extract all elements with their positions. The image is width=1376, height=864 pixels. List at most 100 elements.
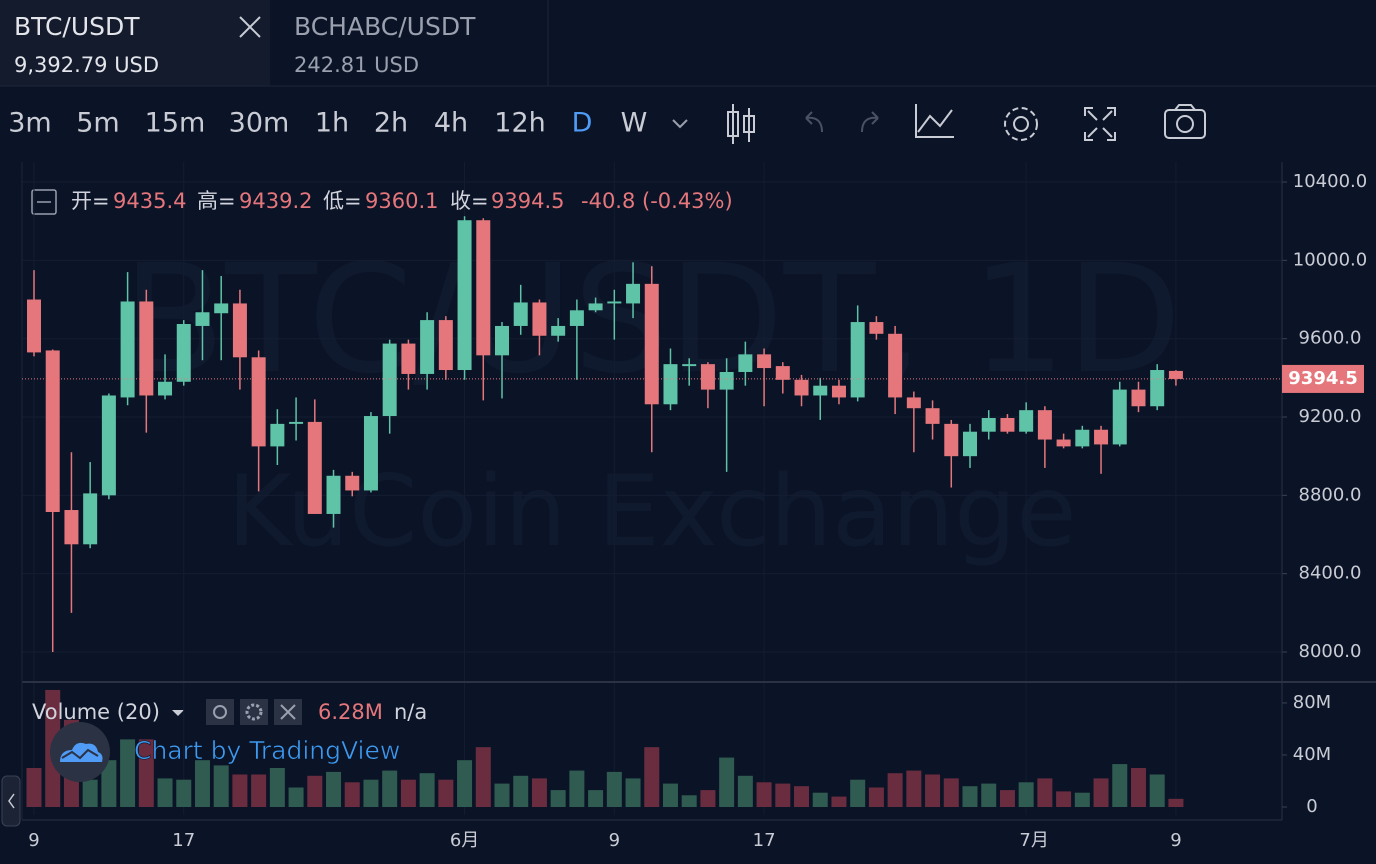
legend-label: 开=: [71, 189, 110, 213]
x-tick-label: 6月: [450, 830, 479, 851]
volume-bar: [101, 760, 117, 807]
legend-value: 9439.2: [239, 189, 312, 213]
candle-body: [401, 343, 416, 374]
interval-button[interactable]: W: [621, 108, 648, 139]
candle-body: [569, 310, 584, 326]
settings-button[interactable]: [1004, 107, 1038, 141]
candle-body: [495, 325, 509, 356]
volume-bar: [26, 767, 42, 807]
indicators-button[interactable]: [915, 104, 954, 138]
candle-body: [457, 220, 472, 371]
scroll-left[interactable]: [1, 775, 21, 827]
interval-button[interactable]: 1h: [315, 108, 349, 139]
interval-button[interactable]: 12h: [494, 108, 545, 139]
y-tick-label: 10000.0: [1293, 249, 1367, 270]
volume-bar: [775, 783, 791, 807]
volume-controls[interactable]: [206, 699, 302, 725]
interval-button[interactable]: D: [572, 108, 593, 139]
volume-bar: [213, 765, 229, 807]
volume-bar: [326, 771, 342, 807]
candle-body: [476, 220, 491, 356]
candle-body: [813, 385, 828, 396]
volume-title: Volume (20): [32, 700, 160, 724]
candle-body: [420, 320, 435, 374]
legend-label: 收=: [450, 189, 489, 213]
active-tab[interactable]: [0, 0, 270, 86]
volume-bar: [82, 779, 98, 807]
candle-body: [251, 357, 266, 447]
candle-body: [1000, 417, 1015, 432]
volume-bar: [719, 757, 735, 807]
interval-dropdown[interactable]: [672, 119, 688, 129]
candle-body: [850, 322, 865, 398]
candle-body: [101, 395, 116, 496]
legend-value: 9394.5: [491, 189, 564, 213]
legend-label: 高=: [197, 189, 236, 213]
volume-bar: [269, 767, 285, 807]
tradingview-logo-icon: [60, 742, 103, 762]
screenshot-button[interactable]: [1164, 104, 1206, 139]
volume-bar: [157, 778, 173, 807]
candle-body: [1075, 429, 1090, 447]
candle-body: [738, 354, 753, 372]
volume-bar: [419, 773, 435, 807]
candle-body: [176, 324, 191, 382]
legend-collapse[interactable]: [31, 189, 57, 215]
volume-bar: [606, 771, 622, 807]
volume-bar: [887, 773, 903, 807]
volume-bar: [1130, 767, 1146, 807]
interval-button[interactable]: 3m: [8, 108, 51, 139]
close-tab[interactable]: [239, 16, 261, 38]
tab-symbol[interactable]: BTC/USDT: [14, 12, 140, 41]
undo-redo[interactable]: [805, 111, 879, 133]
fullscreen-button[interactable]: [1084, 107, 1116, 141]
candle-body: [888, 333, 903, 398]
volume-bar: [943, 778, 959, 807]
y2-tick-label: 40M: [1293, 744, 1331, 765]
candle-body: [214, 303, 229, 314]
candle-body: [831, 385, 846, 398]
candle-body: [1168, 370, 1183, 379]
candle-body: [626, 283, 641, 304]
y2-tick-label: 0: [1306, 796, 1317, 817]
volume-bar: [438, 779, 454, 807]
candle-body: [1131, 389, 1146, 407]
candle-body: [232, 303, 247, 358]
volume-bar: [1037, 778, 1053, 807]
last-price-label: 9394.5: [1288, 368, 1357, 389]
interval-button[interactable]: 30m: [229, 108, 290, 139]
volume-bar: [457, 760, 473, 807]
scroll-left-icon: [8, 793, 15, 809]
tab-symbol[interactable]: BCHABC/USDT: [294, 12, 476, 41]
candle-body: [139, 301, 154, 396]
interval-button[interactable]: 5m: [76, 108, 119, 139]
volume-bar: [756, 782, 772, 807]
volume-bar: [850, 779, 866, 807]
volume-bar: [981, 783, 997, 807]
volume-bar: [344, 782, 360, 807]
x-tick-label: 7月: [1019, 830, 1048, 851]
volume-bar: [925, 774, 941, 807]
volume-legend-extra: n/a: [394, 700, 427, 724]
candle-body: [1037, 410, 1052, 440]
volume-dropdown[interactable]: [172, 710, 184, 716]
last-price-tag: [1282, 364, 1364, 393]
candle-body: [1112, 389, 1127, 445]
interval-button[interactable]: 2h: [374, 108, 408, 139]
volume-bar: [812, 792, 828, 807]
candle-body: [83, 493, 98, 545]
chart-type-button[interactable]: [727, 104, 755, 144]
interval-button[interactable]: 4h: [434, 108, 468, 139]
candle-body: [326, 475, 341, 514]
attribution[interactable]: Chart by TradingView: [134, 736, 401, 766]
x-tick-label: 9: [28, 830, 39, 851]
y-tick-label: 10400.0: [1293, 171, 1367, 192]
candle-body: [869, 322, 884, 334]
interval-button[interactable]: 15m: [145, 108, 206, 139]
candle-body: [1056, 439, 1071, 447]
candle-body: [963, 431, 977, 457]
watermark-sub: KuCoin Exchange: [227, 455, 1076, 569]
candle-body: [944, 423, 959, 457]
